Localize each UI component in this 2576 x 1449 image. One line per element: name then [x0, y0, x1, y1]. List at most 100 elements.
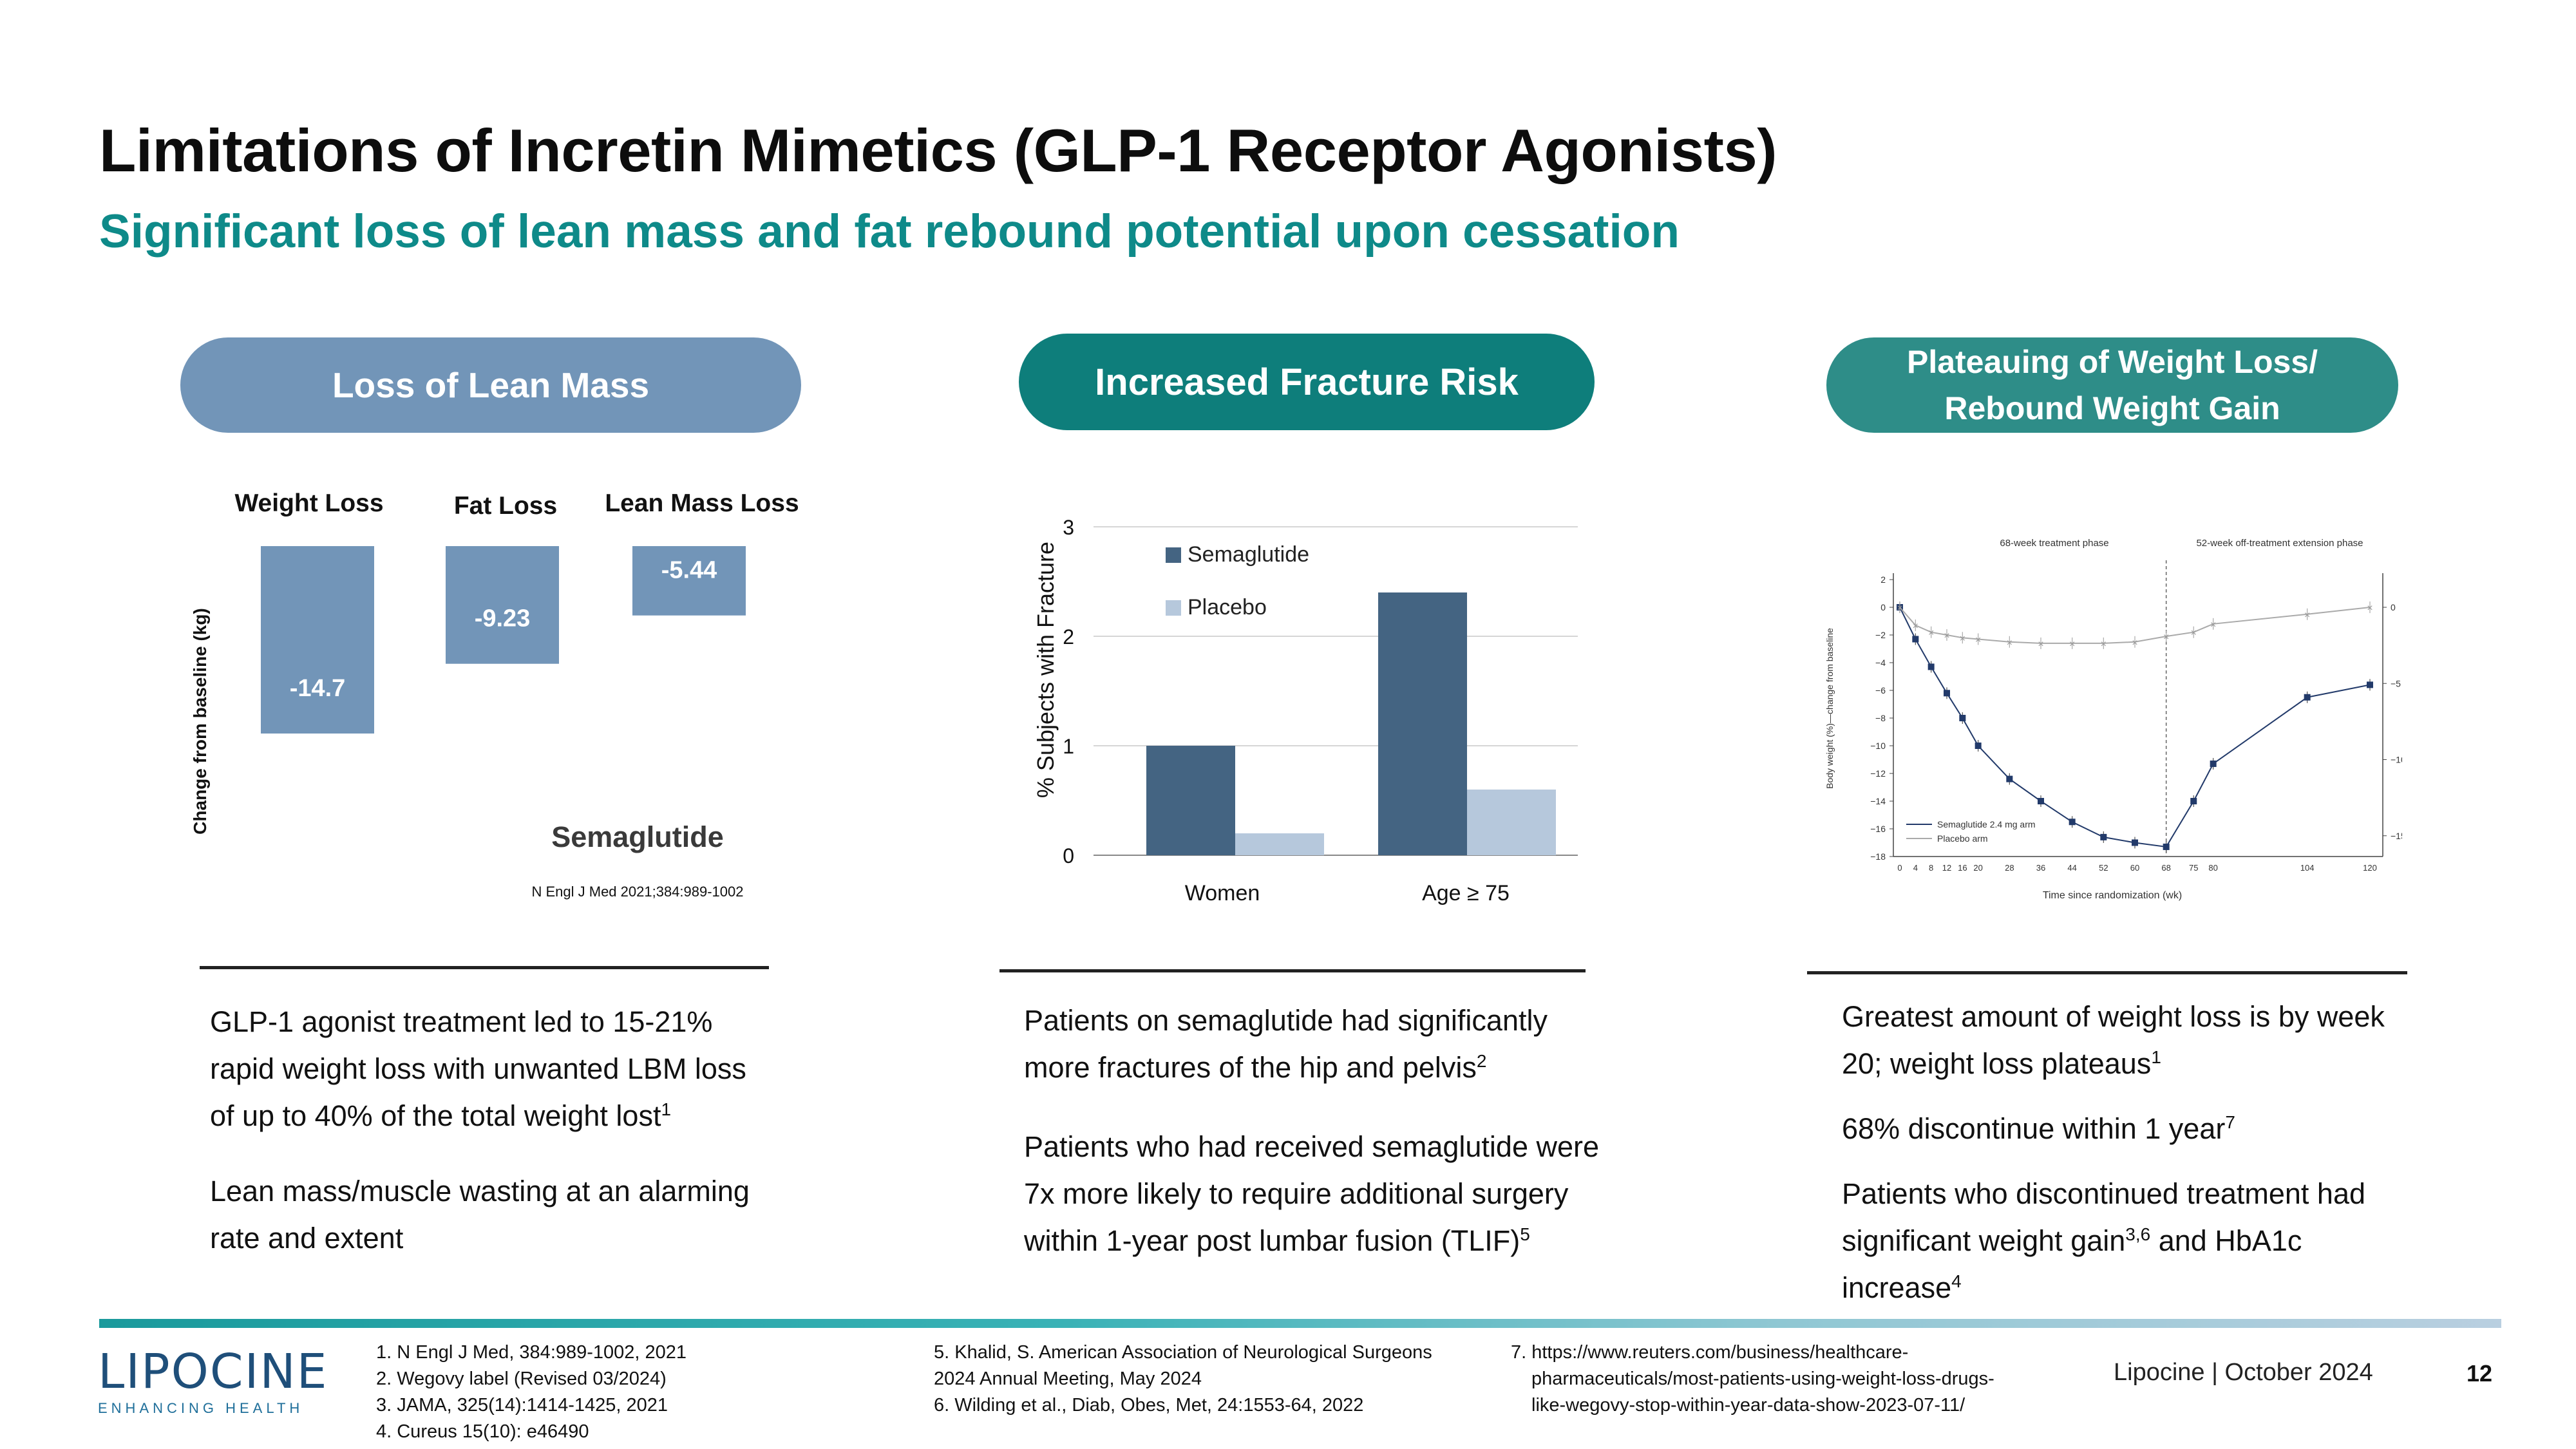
semaglutide-series-label: Semaglutide: [551, 820, 724, 853]
divider-col2: [999, 969, 1586, 972]
phase-title-right: 52-week off-treatment extension phase: [2196, 538, 2363, 549]
pill-loss-of-lean-mass: Loss of Lean Mass: [180, 337, 801, 433]
x-tick-label: 68: [2161, 863, 2170, 873]
legend-label: Placebo arm: [1937, 833, 1988, 844]
reference-line: 7. https://www.reuters.com/business/heal…: [1511, 1342, 1909, 1363]
placebo-point: ×: [2191, 628, 2197, 639]
logo-tagline: ENHANCING HEALTH: [98, 1400, 304, 1416]
legend-label: Semaglutide 2.4 mg arm: [1937, 819, 2036, 829]
y-tick-label-right: 0: [2391, 602, 2396, 612]
semaglutide-point: [1944, 690, 1950, 697]
rebound-xlabel: Time since randomization (wk): [2043, 890, 2182, 901]
category-label: Women: [1185, 881, 1260, 905]
y-tick-label: −4: [1875, 658, 1886, 668]
y-tick-label: −12: [1870, 768, 1886, 779]
semaglutide-point: [1975, 743, 1982, 749]
semaglutide-point: [2006, 775, 2013, 782]
col2-paragraph-1: Patients on semaglutide had significantl…: [1024, 1004, 1548, 1084]
x-tick-label: 36: [2036, 863, 2045, 873]
semaglutide-point: [2038, 798, 2044, 804]
pill-label-line1: Plateauing of Weight Loss/: [1906, 344, 2318, 380]
lean-mass-ylabel: Change from baseline (kg): [190, 608, 210, 835]
bar-lean-mass-loss: [632, 546, 746, 616]
semaglutide-point: [2100, 833, 2107, 840]
col1-body: GLP-1 agonist treatment led to 15-21% ra…: [210, 998, 777, 1262]
reference-line: 1. N Engl J Med, 384:989-1002, 2021: [376, 1342, 687, 1363]
col3-paragraph-3: Patients who discontinued treatment had …: [1842, 1177, 2366, 1304]
pill-label-line2: Rebound Weight Gain: [1944, 390, 2280, 426]
x-tick-label: 4: [1913, 863, 1918, 873]
x-tick-label: 8: [1929, 863, 1933, 873]
bar-value-label: -14.7: [290, 675, 346, 702]
semaglutide-point: [2190, 798, 2197, 804]
x-tick-label: 16: [1958, 863, 1967, 873]
y-tick-label: −6: [1875, 685, 1886, 696]
weight-rebound-chart: 20−2−4−6−8−10−12−14−16−180−5−10−15048121…: [1824, 538, 2402, 901]
placebo-point: ×: [2069, 639, 2075, 650]
pill-plateau-rebound: Plateauing of Weight Loss/ Rebound Weigh…: [1826, 337, 2398, 433]
bar-weight-loss: [261, 546, 374, 734]
x-tick-label: 75: [2189, 863, 2198, 873]
bar-semaglutide-women: [1146, 746, 1235, 855]
footer-gradient-band: [99, 1319, 2501, 1328]
phase-title-right-text: 52-week off-treatment extension phase: [2196, 538, 2363, 549]
y-tick-label: 0: [1063, 844, 1074, 867]
bar-semaglutide-age-75: [1378, 592, 1467, 855]
placebo-point: ×: [1928, 628, 1934, 639]
y-tick-label: 2: [1880, 574, 1886, 585]
page-number: 12: [2467, 1360, 2493, 1387]
placebo-point: ×: [2007, 638, 2012, 649]
x-tick-label: 28: [2005, 863, 2014, 873]
y-tick-label: −8: [1875, 713, 1886, 723]
y-tick-label-right: −15: [2391, 831, 2402, 841]
placebo-point: ×: [2038, 639, 2043, 650]
placebo-point: ×: [1913, 621, 1918, 632]
bar-value-label: -9.23: [475, 605, 531, 632]
placebo-point: ×: [1897, 603, 1902, 614]
col3-body: Greatest amount of weight loss is by wee…: [1842, 993, 2396, 1311]
bar-placebo-age-75: [1467, 790, 1556, 855]
y-tick-label-right: −5: [2391, 678, 2401, 688]
reference-line: 4. Cureus 15(10): e46490: [376, 1421, 589, 1442]
placebo-point: ×: [2210, 620, 2216, 630]
bar-value-label: -5.44: [661, 557, 717, 584]
legend-swatch: [1166, 600, 1181, 616]
logo-wordmark: LIPOCINE: [98, 1344, 328, 1399]
y-tick-label: −18: [1870, 851, 1886, 862]
x-tick-label: 20: [1973, 863, 1982, 873]
placebo-point: ×: [1944, 630, 1949, 641]
bar-placebo-women: [1235, 833, 1324, 855]
placebo-point: ×: [2304, 610, 2310, 621]
x-tick-label: 80: [2208, 863, 2217, 873]
legend-swatch: [1166, 547, 1181, 563]
y-tick-label: 1: [1063, 735, 1074, 758]
divider-col3: [1807, 971, 2407, 974]
pill-label: Loss of Lean Mass: [332, 365, 650, 405]
reference-line: 3. JAMA, 325(14):1414-1425, 2021: [376, 1395, 668, 1416]
references-col-b: 5. Khalid, S. American Association of Ne…: [934, 1340, 1432, 1419]
col3-paragraph-1: Greatest amount of weight loss is by wee…: [1842, 1000, 2385, 1080]
category-label: Age ≥ 75: [1422, 881, 1510, 905]
category-label: Lean Mass Loss: [605, 489, 799, 517]
references-col-a: 1. N Engl J Med, 384:989-1002, 2021 2. We…: [376, 1340, 687, 1445]
semaglutide-point: [1927, 663, 1935, 670]
y-tick-label-right: −10: [2391, 755, 2402, 765]
category-label: Weight Loss: [234, 489, 383, 517]
semaglutide-line: [1899, 607, 2371, 848]
col1-paragraph-2: Lean mass/muscle wasting at an alarming …: [210, 1175, 750, 1255]
divider-col1: [200, 966, 769, 969]
legend-label: Placebo: [1188, 595, 1267, 620]
reference-line: 5. Khalid, S. American Association of Ne…: [934, 1342, 1432, 1363]
y-tick-label: −10: [1870, 741, 1886, 751]
y-tick-label: 2: [1063, 625, 1074, 649]
reference-line: like-wegovy-stop-within-year-data-show-2…: [1531, 1395, 1965, 1416]
col2-paragraph-2: Patients who had received semaglutide we…: [1024, 1130, 1600, 1257]
category-label: Fat Loss: [454, 492, 557, 520]
pill-label: Increased Fracture Risk: [1095, 361, 1519, 403]
y-tick-label: 0: [1880, 602, 1886, 612]
placebo-point: ×: [2367, 603, 2372, 614]
placebo-point: ×: [1960, 633, 1965, 644]
reference-line: 6. Wilding et al., Diab, Obes, Met, 24:1…: [934, 1395, 1364, 1416]
y-tick-label: 3: [1063, 516, 1074, 539]
pill-increased-fracture-risk: Increased Fracture Risk: [1019, 334, 1595, 430]
